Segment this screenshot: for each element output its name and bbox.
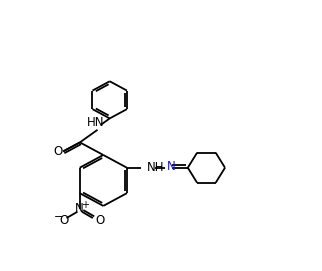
Text: N: N [167, 160, 176, 173]
Text: −: − [54, 212, 63, 222]
Text: O: O [54, 145, 63, 158]
Text: O: O [60, 214, 69, 227]
Text: HN: HN [87, 116, 105, 129]
Text: +: + [81, 200, 89, 210]
Text: N: N [75, 202, 84, 215]
Text: NH: NH [147, 161, 165, 174]
Text: O: O [95, 214, 104, 227]
